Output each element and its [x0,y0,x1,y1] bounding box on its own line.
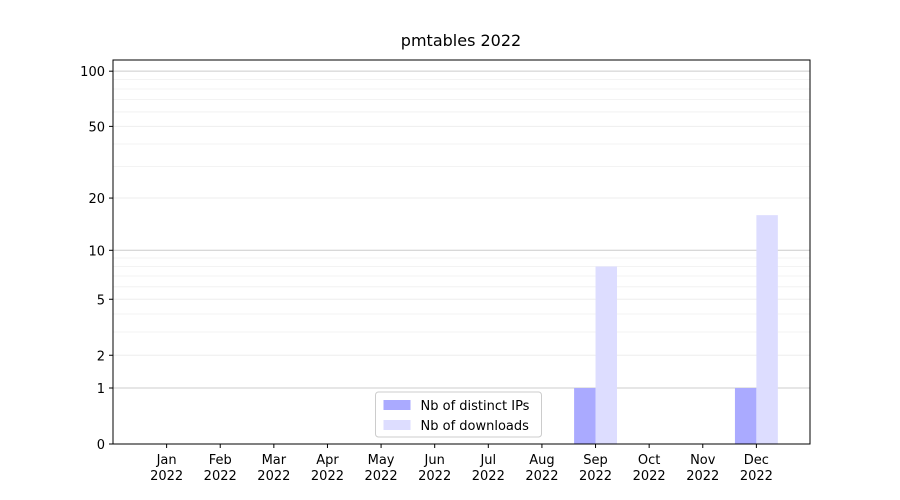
x-tick-label: May 2022 [364,453,398,484]
x-tick-label: Feb 2022 [203,453,237,484]
y-tick-label: 50 [88,120,105,135]
legend-frame [375,391,542,438]
bar [574,388,596,444]
y-tick-label: 1 [97,382,105,397]
y-tick-label: 2 [97,349,105,364]
x-tick-label: Aug 2022 [525,453,559,484]
x-tick-label: Mar 2022 [257,453,291,484]
y-tick-label: 20 [88,192,105,207]
x-tick-label: Jun 2022 [418,453,452,484]
plot-frame [112,59,811,445]
x-tick-label: Oct 2022 [632,453,666,484]
legend-label: Nb of downloads [421,419,530,434]
legend-swatch [383,400,411,410]
x-tick-label: Apr 2022 [310,453,344,484]
x-tick-label: Dec 2022 [739,453,773,484]
x-tick-label: Jan 2022 [150,453,184,484]
y-tick-label: 100 [80,65,105,80]
legend-swatch [383,420,411,430]
chart-title: pmtables 2022 [401,31,521,50]
legend-label: Nb of distinct IPs [421,399,530,414]
legend: Nb of distinct IPs Nb of downloads [375,391,542,438]
bar [756,215,778,444]
y-tick-label: 5 [97,293,105,308]
bar [734,388,757,444]
bar [595,266,617,444]
x-tick-label: Nov 2022 [686,453,720,484]
x-tick-label: Jul 2022 [471,453,505,484]
x-tick-label: Sep 2022 [578,453,613,484]
y-tick-label: 10 [88,244,105,259]
y-tick-label: 0 [97,438,105,453]
